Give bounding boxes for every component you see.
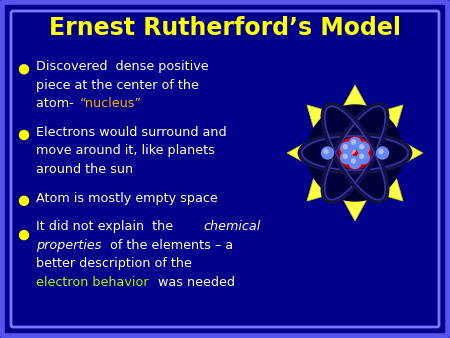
Text: It did not explain  the: It did not explain the [36, 220, 177, 233]
Circle shape [349, 138, 361, 149]
Circle shape [357, 142, 369, 154]
Circle shape [315, 113, 395, 193]
Ellipse shape [323, 104, 387, 201]
Text: Atom is mostly empty space: Atom is mostly empty space [36, 192, 218, 204]
Text: was needed: was needed [154, 276, 235, 289]
Text: Discovered  dense positive: Discovered dense positive [36, 60, 209, 73]
Circle shape [321, 147, 333, 159]
FancyBboxPatch shape [2, 2, 448, 336]
Circle shape [344, 142, 356, 154]
Text: Ernest Rutherford’s Model: Ernest Rutherford’s Model [49, 16, 401, 40]
Text: chemical: chemical [203, 220, 261, 233]
Polygon shape [287, 85, 423, 221]
Ellipse shape [323, 104, 387, 201]
Text: “nucleus”: “nucleus” [80, 97, 142, 110]
Circle shape [349, 156, 361, 169]
Text: piece at the center of the: piece at the center of the [36, 78, 199, 92]
Text: around the sun: around the sun [36, 163, 133, 176]
Circle shape [19, 65, 28, 74]
Text: move around it, like planets: move around it, like planets [36, 144, 215, 157]
Circle shape [343, 154, 347, 158]
Circle shape [349, 147, 355, 153]
Text: better description of the: better description of the [36, 257, 192, 270]
Circle shape [360, 154, 364, 158]
Circle shape [351, 159, 356, 163]
Circle shape [19, 196, 28, 205]
Circle shape [307, 105, 403, 201]
Circle shape [19, 130, 28, 140]
Circle shape [343, 145, 347, 149]
Text: Electrons would surround and: Electrons would surround and [36, 126, 227, 139]
Circle shape [341, 152, 353, 164]
Text: properties: properties [36, 239, 101, 252]
Ellipse shape [300, 134, 410, 172]
Text: atom-: atom- [36, 97, 78, 110]
Circle shape [351, 140, 356, 144]
Circle shape [19, 231, 28, 240]
Circle shape [377, 147, 388, 159]
Circle shape [324, 149, 328, 153]
Circle shape [379, 149, 383, 153]
Text: of the elements – a: of the elements – a [106, 239, 233, 252]
Text: electron behavior: electron behavior [36, 276, 148, 289]
Circle shape [339, 137, 371, 169]
Circle shape [357, 152, 369, 164]
Circle shape [341, 142, 353, 154]
Circle shape [360, 145, 364, 149]
